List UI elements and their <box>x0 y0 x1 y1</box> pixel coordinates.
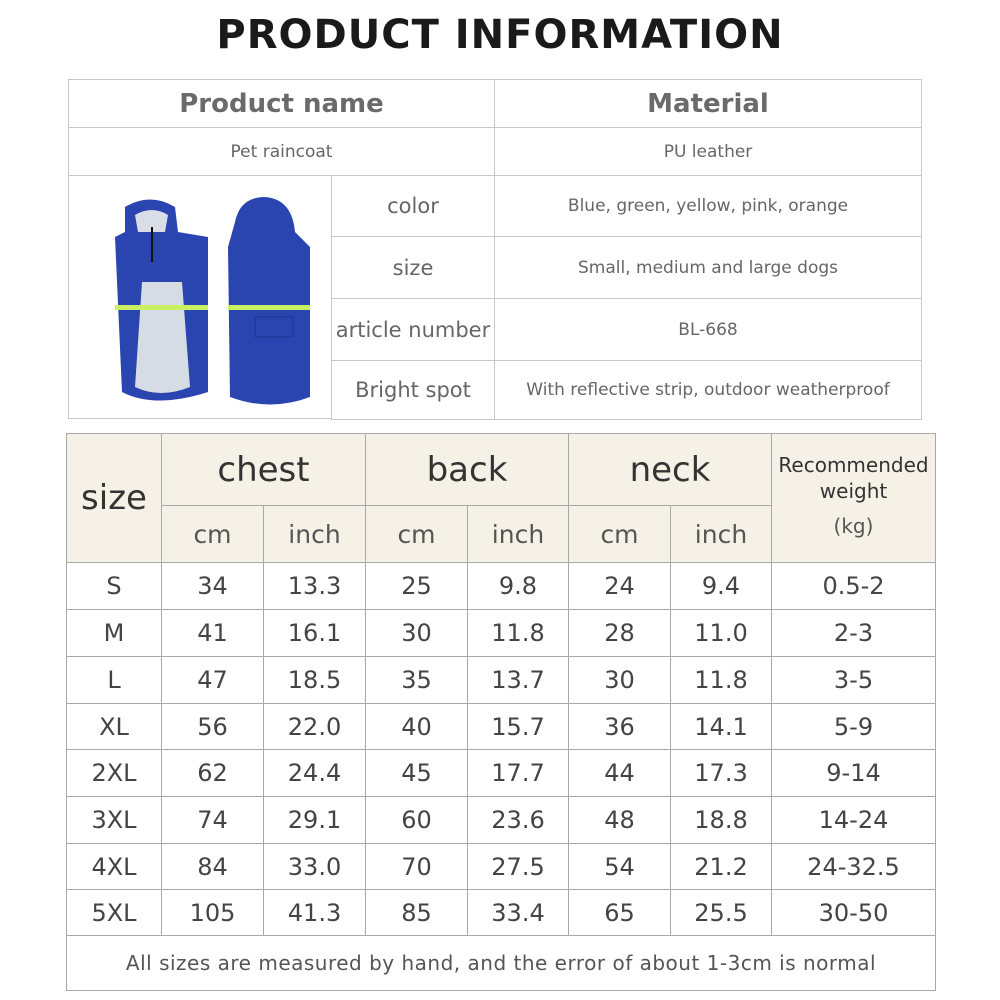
size-cell: XL <box>66 703 162 750</box>
value-cell: 33.4 <box>467 889 569 936</box>
product-image <box>68 175 332 419</box>
value-cell: 17.3 <box>670 749 772 797</box>
value-cell: 9-14 <box>771 749 936 797</box>
footnote: All sizes are measured by hand, and the … <box>66 935 936 991</box>
group-header-chest: chest <box>161 433 366 506</box>
group-header-back: back <box>365 433 569 506</box>
value-cell: 14-24 <box>771 796 936 844</box>
value-cell: 30 <box>365 609 468 657</box>
value-cell: 27.5 <box>467 843 569 890</box>
value-cell: 56 <box>161 703 264 750</box>
size-cell: S <box>66 562 162 610</box>
value-cell: 18.5 <box>263 656 366 704</box>
value-cell: 0.5-2 <box>771 562 936 610</box>
size-header: size <box>66 433 162 563</box>
value-cell: 28 <box>568 609 671 657</box>
value-cell: 45 <box>365 749 468 797</box>
unit-header: inch <box>467 505 569 563</box>
value-cell: 54 <box>568 843 671 890</box>
size-cell: 4XL <box>66 843 162 890</box>
value-cell: 74 <box>161 796 264 844</box>
value-cell: 85 <box>365 889 468 936</box>
info-label: size <box>331 236 495 299</box>
value-cell: 47 <box>161 656 264 704</box>
info-value: Blue, green, yellow, pink, orange <box>494 175 922 237</box>
value-cell: 33.0 <box>263 843 366 890</box>
size-cell: 2XL <box>66 749 162 797</box>
value-cell: 11.8 <box>670 656 772 704</box>
unit-header: inch <box>263 505 366 563</box>
value-cell: 18.8 <box>670 796 772 844</box>
header-product-name: Product name <box>68 79 495 128</box>
value-cell: 3-5 <box>771 656 936 704</box>
value-cell: 17.7 <box>467 749 569 797</box>
value-cell: 48 <box>568 796 671 844</box>
group-header-neck: neck <box>568 433 772 506</box>
size-cell: L <box>66 656 162 704</box>
value-cell: 70 <box>365 843 468 890</box>
weight-header: Recommended weight (kg) <box>771 433 936 563</box>
value-cell: 15.7 <box>467 703 569 750</box>
weight-label: Recommended weight <box>778 453 929 503</box>
value-cell: 36 <box>568 703 671 750</box>
value-cell: 13.7 <box>467 656 569 704</box>
value-cell: 60 <box>365 796 468 844</box>
value-cell: 44 <box>568 749 671 797</box>
info-label: Bright spot <box>331 360 495 420</box>
value-cell: 13.3 <box>263 562 366 610</box>
value-cell: 29.1 <box>263 796 366 844</box>
unit-header: cm <box>365 505 468 563</box>
value-cell: 22.0 <box>263 703 366 750</box>
header-material: Material <box>494 79 922 128</box>
value-cell: 84 <box>161 843 264 890</box>
value-cell: 9.4 <box>670 562 772 610</box>
value-cell: 105 <box>161 889 264 936</box>
size-cell: 3XL <box>66 796 162 844</box>
value-cell: 24.4 <box>263 749 366 797</box>
value-cell: 24 <box>568 562 671 610</box>
material-value: PU leather <box>494 127 922 176</box>
value-cell: 23.6 <box>467 796 569 844</box>
value-cell: 30 <box>568 656 671 704</box>
size-cell: 5XL <box>66 889 162 936</box>
value-cell: 11.8 <box>467 609 569 657</box>
value-cell: 9.8 <box>467 562 569 610</box>
info-value: BL-668 <box>494 298 922 361</box>
value-cell: 30-50 <box>771 889 936 936</box>
page-title: PRODUCT INFORMATION <box>216 12 784 58</box>
value-cell: 24-32.5 <box>771 843 936 890</box>
unit-header: cm <box>161 505 264 563</box>
size-cell: M <box>66 609 162 657</box>
value-cell: 25 <box>365 562 468 610</box>
unit-header: cm <box>568 505 671 563</box>
unit-header: inch <box>670 505 772 563</box>
value-cell: 5-9 <box>771 703 936 750</box>
value-cell: 62 <box>161 749 264 797</box>
value-cell: 41.3 <box>263 889 366 936</box>
value-cell: 14.1 <box>670 703 772 750</box>
value-cell: 21.2 <box>670 843 772 890</box>
value-cell: 11.0 <box>670 609 772 657</box>
value-cell: 2-3 <box>771 609 936 657</box>
weight-unit: (kg) <box>833 514 874 538</box>
product-name-value: Pet raincoat <box>68 127 495 176</box>
value-cell: 65 <box>568 889 671 936</box>
info-label: article number <box>331 298 495 361</box>
value-cell: 40 <box>365 703 468 750</box>
info-label: color <box>331 175 495 237</box>
raincoat-image <box>115 197 310 405</box>
value-cell: 34 <box>161 562 264 610</box>
value-cell: 41 <box>161 609 264 657</box>
value-cell: 25.5 <box>670 889 772 936</box>
info-value: Small, medium and large dogs <box>494 236 922 299</box>
info-value: With reflective strip, outdoor weatherpr… <box>494 360 922 420</box>
value-cell: 35 <box>365 656 468 704</box>
value-cell: 16.1 <box>263 609 366 657</box>
